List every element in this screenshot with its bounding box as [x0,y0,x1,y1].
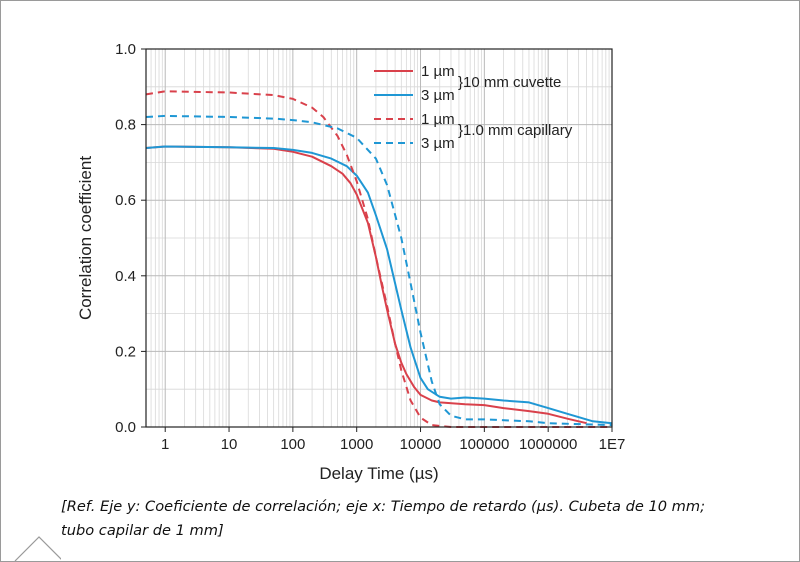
legend-group-1: }10 mm cuvette [458,74,561,91]
series-layer [145,90,613,428]
corner-notch [14,536,61,561]
x-tick-label: 100000 [459,436,509,453]
series-line-1 [145,145,587,425]
x-axis-title: Delay Time (µs) [319,464,438,483]
x-tick-label: 10 [221,436,238,453]
y-axis-title: Correlation coefficient [76,156,95,320]
y-tick-label: 0.4 [115,268,136,285]
legend-label-4: 3 µm [421,135,455,152]
legend-label-1: 1 µm [421,63,455,80]
y-tick-label: 0.2 [115,343,136,360]
legend-label-3: 1 µm [421,111,455,128]
plot-border [145,48,613,428]
x-tick-label: 1000000 [519,436,577,453]
caption-line-1: [Ref. Eje y: Coeficiente de correlación;… [61,498,706,515]
series-line-2 [145,145,613,425]
y-tick-label: 1.0 [115,41,136,58]
figure-caption: [Ref. Eje y: Coeficiente de correlación;… [61,495,781,543]
x-tick-label: 100 [280,436,305,453]
grid-major [146,49,612,427]
x-tick-label: 10000 [400,436,442,453]
correlation-chart: 1 10 100 1000 10000 100000 1000000 1E7 0.0 0.2 0.4… [76,41,625,483]
grid-minor [146,49,612,427]
y-tick-label: 0.0 [115,419,136,436]
ticks-layer: 1 10 100 1000 10000 100000 1000000 1E7 0.0 0.2 0.4… [115,41,625,453]
series-line-4 [145,114,613,427]
legend: 1 µm3 µm1 µm3 µm}10 mm cuvette}1.0 mm ca… [374,63,573,152]
series-line-3 [145,90,612,428]
caption-line-2: tubo capilar de 1 mm] [61,522,224,539]
y-tick-label: 0.6 [115,192,136,209]
x-tick-label: 1 [161,436,169,453]
legend-label-2: 3 µm [421,87,455,104]
legend-group-2: }1.0 mm capillary [458,122,573,139]
y-tick-label: 0.8 [115,117,136,134]
x-tick-label: 1E7 [599,436,626,453]
x-tick-label: 1000 [340,436,373,453]
